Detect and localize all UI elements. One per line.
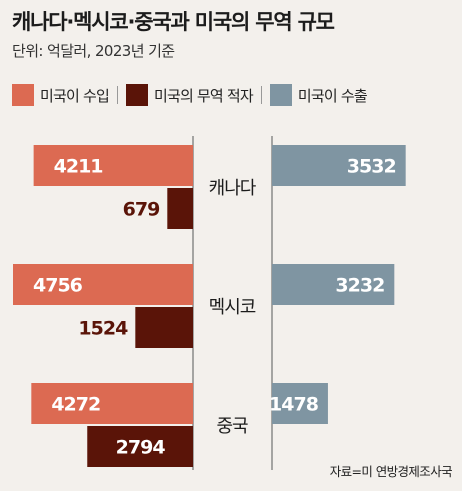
legend-item-exports: 미국이 수출 [269,84,368,106]
import-bar [31,383,193,424]
export-value-label: 3532 [347,156,396,178]
export-bar [272,145,406,186]
import-value-label: 4756 [33,275,83,297]
export-value-label: 1478 [269,394,319,416]
deficit-bar [87,426,193,467]
category-label: 캐나다 [209,178,257,199]
export-bar [272,383,328,424]
legend-swatch-deficit [125,84,148,106]
legend-swatch-exports [269,84,292,106]
deficit-bar [135,307,193,348]
legend-label-imports: 미국이 수입 [40,86,110,105]
import-bar [13,264,193,305]
import-value-label: 4211 [54,156,103,178]
legend: 미국이 수입 미국의 무역 적자 미국이 수출 [12,84,368,106]
legend-label-exports: 미국이 수출 [297,86,368,105]
chart-title: 캐나다·멕시코·중국과 미국의 무역 규모 [12,10,335,34]
category-label: 멕시코 [209,297,256,318]
legend-item-deficit: 미국의 무역 적자 [125,84,254,106]
legend-swatch-imports [12,84,34,106]
category-label: 중국 [216,416,248,437]
deficit-bar [167,188,193,229]
deficit-value-label: 2794 [116,437,166,459]
legend-label-deficit: 미국의 무역 적자 [153,86,254,105]
legend-item-imports: 미국이 수입 [12,84,110,106]
import-value-label: 4272 [51,394,100,416]
export-bar [272,264,395,305]
deficit-value-label: 679 [123,199,160,221]
deficit-value-label: 1524 [78,318,128,340]
import-bar [33,145,194,186]
export-value-label: 3232 [335,275,384,297]
unit-note: 단위: 억달러, 2023년 기준 [12,42,175,60]
source-note: 자료=미 연방경제조사국 [329,464,453,479]
legend-divider [260,86,262,104]
legend-divider [116,86,118,104]
